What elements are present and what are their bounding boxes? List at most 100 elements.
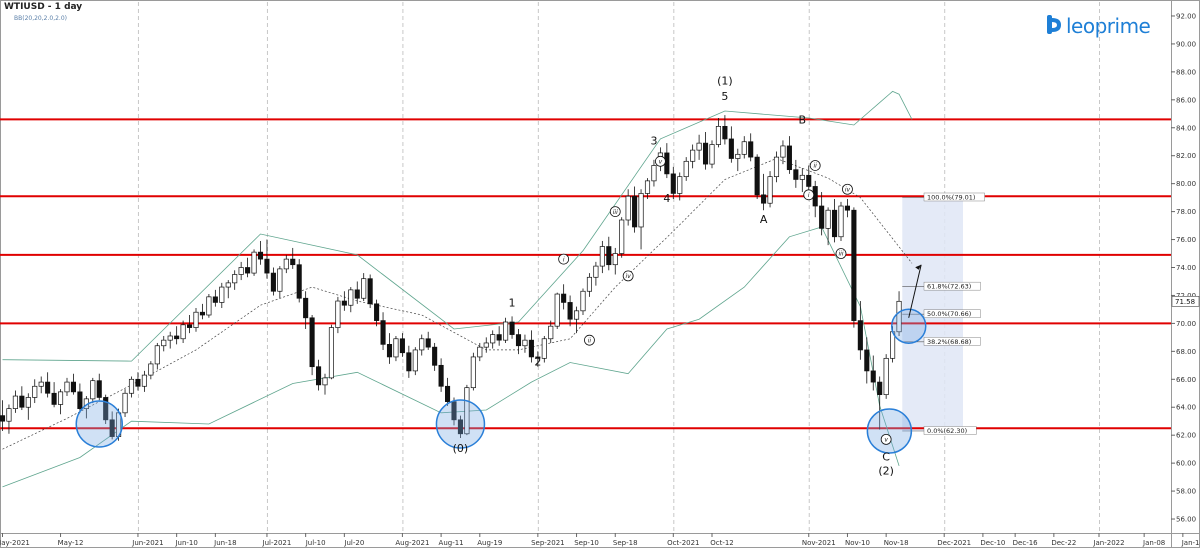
- candle: [670, 166, 676, 200]
- candle-body: [406, 352, 412, 372]
- wave-label: (2): [878, 464, 894, 477]
- fibonacci-label-box: [923, 337, 981, 346]
- candle-body: [386, 344, 393, 358]
- roman-wave-label: v: [884, 437, 888, 444]
- candle: [761, 173, 767, 211]
- candle: [451, 397, 457, 426]
- candle-body: [786, 145, 792, 171]
- candle-body: [219, 286, 225, 303]
- candle-body: [651, 165, 657, 182]
- roman-wave-label: ii: [588, 337, 592, 344]
- candle-body: [754, 156, 760, 196]
- candle: [683, 157, 689, 181]
- candle-body: [354, 289, 360, 299]
- candle: [90, 377, 96, 404]
- candle: [638, 189, 644, 250]
- y-tick-label: 60.00: [1176, 460, 1196, 468]
- candle: [702, 131, 709, 170]
- candle: [264, 239, 270, 279]
- x-tick-label: Dec-10: [980, 539, 1005, 547]
- candle-body: [767, 176, 773, 204]
- candle-body: [109, 419, 115, 437]
- wave-label: 1: [509, 297, 516, 310]
- wave-label: (0): [453, 442, 469, 455]
- candle-body: [773, 156, 780, 178]
- candle: [245, 257, 251, 278]
- candle: [599, 240, 605, 274]
- roman-wave-marker: iv: [842, 183, 853, 195]
- candle-body: [225, 282, 231, 288]
- candle: [696, 134, 702, 160]
- bollinger-lower-band: [2, 226, 900, 488]
- candle: [257, 240, 264, 265]
- candle: [103, 394, 109, 425]
- x-tick-label: Sep-2021: [531, 539, 565, 547]
- roman-wave-label: v: [659, 159, 663, 166]
- candle: [870, 355, 876, 391]
- candle-body: [245, 267, 251, 274]
- candle-body: [374, 303, 380, 321]
- candle-body: [251, 251, 257, 274]
- y-tick-label: 74.00: [1176, 264, 1196, 272]
- roman-wave-circle: [809, 160, 821, 171]
- candle: [180, 320, 186, 343]
- x-tick-label: May-2021: [0, 539, 30, 547]
- candle-body: [70, 381, 77, 393]
- candle: [457, 415, 464, 438]
- x-tick-label: Nov-18: [884, 539, 909, 547]
- candle: [619, 217, 625, 258]
- candle: [128, 376, 135, 398]
- candle-body: [103, 397, 109, 421]
- roman-wave-circle: [609, 206, 621, 218]
- candle: [45, 372, 51, 398]
- candle-body: [799, 174, 805, 180]
- candle-body: [174, 335, 180, 340]
- candle: [844, 199, 851, 218]
- roman-wave-circle: [655, 155, 666, 167]
- fibonacci-levels: 100.0%(79.01) 61.8%(72.63) 50.0%(70.66) 38.…: [902, 192, 985, 435]
- candle-body: [64, 381, 70, 393]
- candle: [167, 331, 173, 349]
- roman-wave-marker: iv: [622, 270, 634, 282]
- roman-wave-marker: iii: [609, 206, 621, 218]
- candle: [386, 333, 393, 364]
- y-tick-label: 56.00: [1176, 516, 1196, 524]
- candle-body: [683, 160, 689, 178]
- candle: [515, 328, 522, 355]
- wave-label: 4: [663, 192, 670, 205]
- candle-body: [367, 278, 373, 305]
- candle-body: [199, 311, 206, 316]
- candle: [690, 144, 696, 169]
- candle-body: [561, 293, 567, 303]
- x-tick-label: Sep-10: [574, 539, 599, 547]
- y-tick-label: 72.00: [1176, 292, 1196, 300]
- candle: [857, 301, 863, 360]
- fibonacci-label-box: [923, 281, 981, 291]
- current-price-box: [1171, 296, 1200, 307]
- roman-wave-circle: [558, 253, 570, 265]
- y-tick-label: 92.00: [1176, 12, 1196, 20]
- leoprime-logo-icon: [1047, 15, 1061, 34]
- candle: [825, 207, 831, 246]
- candle: [0, 400, 6, 431]
- candle-body: [793, 169, 799, 180]
- candle-body: [348, 289, 354, 306]
- y-tick-label: 86.00: [1176, 96, 1196, 104]
- candle-body: [825, 209, 831, 229]
- bollinger-middle-band: [2, 158, 913, 450]
- candle-body: [896, 300, 902, 333]
- candle-body: [722, 126, 728, 140]
- candle-body: [296, 264, 302, 299]
- candle-body: [135, 378, 141, 387]
- roman-wave-marker: v: [880, 433, 892, 445]
- roman-wave-marker: i: [558, 253, 570, 265]
- x-tick-label: Jan-2022: [1092, 539, 1124, 547]
- wave-label: 5: [721, 90, 728, 103]
- candle-body: [735, 153, 741, 159]
- roman-wave-label: i: [563, 256, 565, 263]
- candle-body: [232, 274, 238, 284]
- candle-body: [877, 381, 883, 396]
- candle: [438, 358, 444, 392]
